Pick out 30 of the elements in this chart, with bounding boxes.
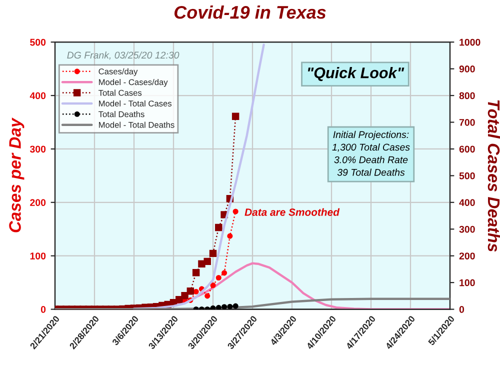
y2-axis-title: Total Cases Deaths [488,100,500,252]
y2-tick-label: 600 [459,146,475,153]
y2-tick-label: 200 [459,252,475,260]
y2-tick-label: 900 [459,66,475,72]
y2-tick-label: 1000 [460,38,480,46]
legend-label: Model - Total Cases [99,100,172,106]
legend-label: Total Cases [98,90,142,96]
chart-title: Covid-19 in Texas [174,5,326,19]
y2-tick-label: 400 [459,199,475,206]
legend-label: Model - Cases/day [99,78,168,87]
annotation: "Quick Look" [308,67,404,82]
legend-label: Model - Total Deaths [99,122,174,128]
y2-tick-label: 800 [459,92,475,100]
annotation: Data are Smoothed [244,208,340,216]
y-tick-label: 400 [30,92,46,100]
y-axis-title: Cases per Day [9,118,24,232]
y-tick-label: 300 [30,146,46,153]
y2-tick-label: 500 [459,172,475,180]
y2-tick-label: 100 [460,279,475,286]
y-tick-label: 0 [40,306,46,313]
y2-tick-label: 300 [459,226,475,233]
y-tick-label: 100 [30,252,46,260]
legend-label: Total Deaths [98,111,144,118]
annotation: DG Frank, 03/25/20 12:30 [67,51,180,60]
y-tick-label: 200 [30,199,46,206]
y-tick-label: 500 [30,38,46,46]
annotation: Initial Projections: 1,300 Total Cases 3.0% Death Rate 39 Total Deaths [332,130,410,176]
y2-tick-label: 0 [459,306,464,313]
legend-label: Cases/day [98,68,138,76]
y2-tick-label: 700 [459,118,475,126]
